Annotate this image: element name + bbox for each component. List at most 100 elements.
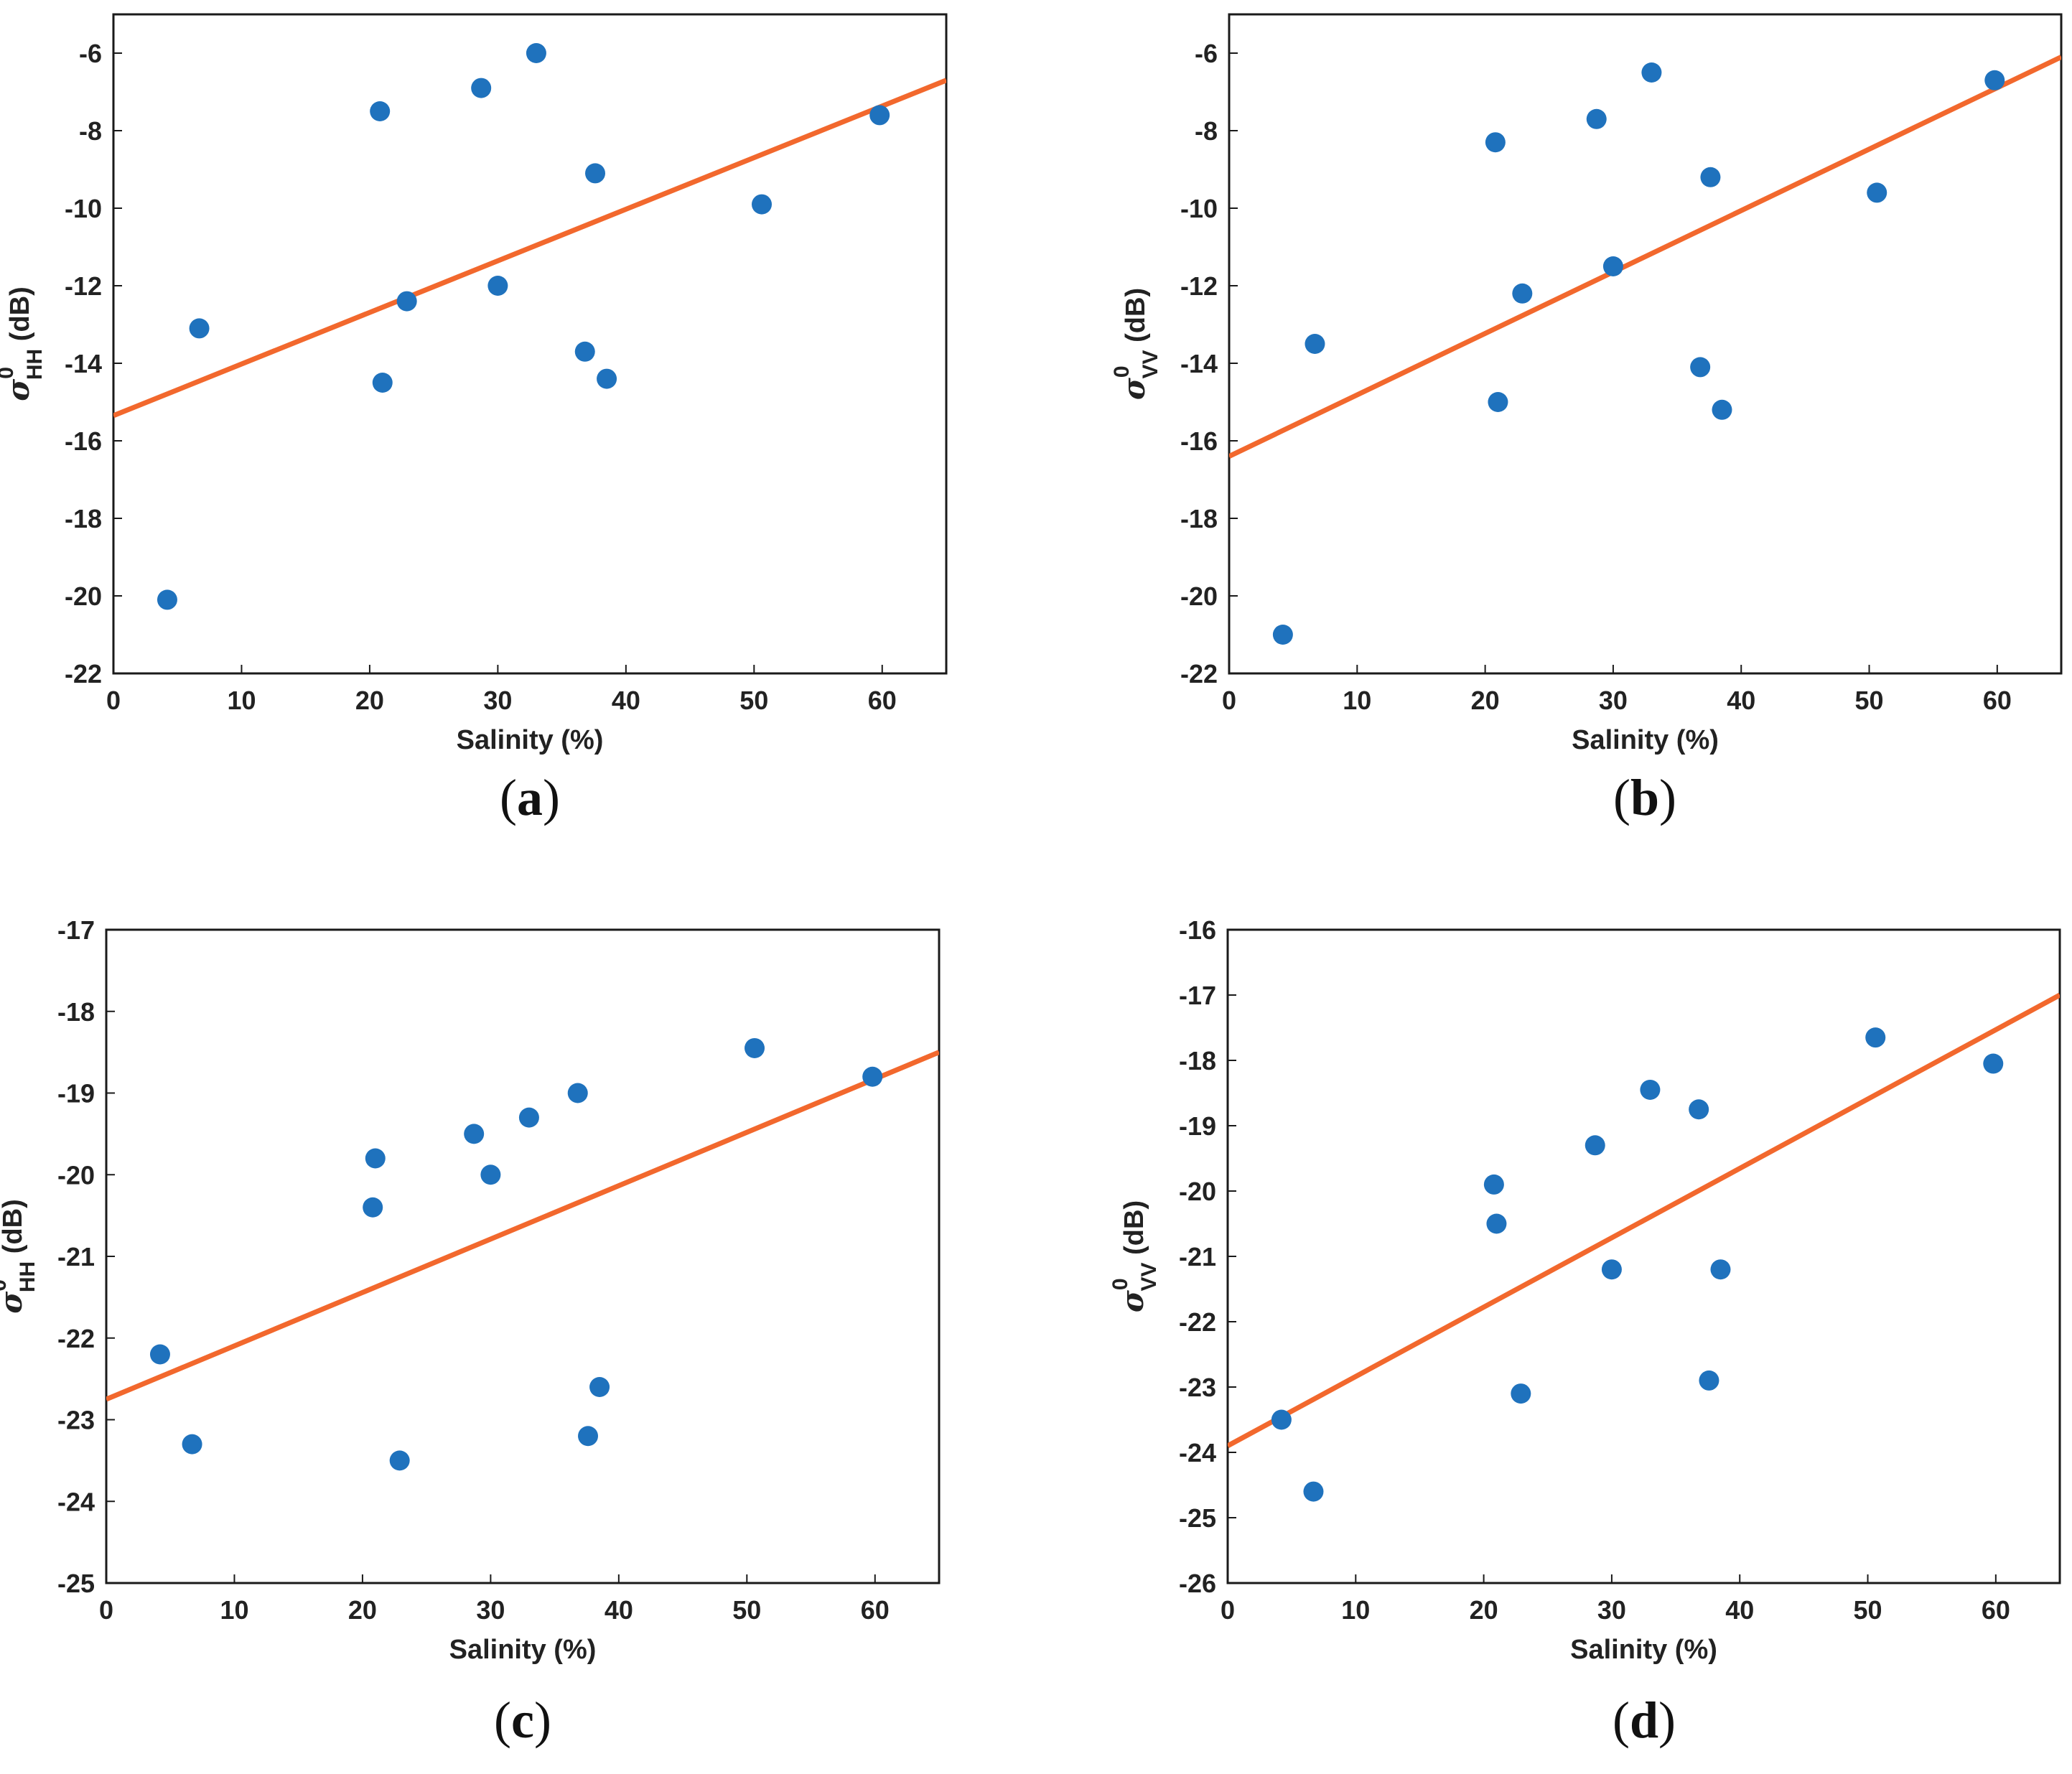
data-point [1488,392,1508,412]
y-tick-label: -24 [1179,1438,1216,1467]
y-tick-label: -25 [1179,1503,1216,1533]
x-tick-label: 10 [220,1595,248,1625]
panel-d: 0 10 20 30 40 50 60 -26 -25 -24 -23 -22 -21 -20 -19 -18… [1109,915,2061,1749]
y-tick-label: -20 [1180,582,1218,611]
data-point [567,1083,588,1103]
data-point [1602,256,1623,276]
data-point [189,318,210,339]
data-point [518,1107,539,1128]
y-tick-label: -14 [65,349,102,378]
x-tick-label: 60 [861,1595,890,1625]
x-tick-label: 30 [476,1595,505,1625]
data-point [464,1124,485,1144]
x-tick-label: 20 [1471,686,1500,715]
panel-label: (c) [494,1691,551,1749]
y-tick-label: -12 [1180,271,1218,301]
y-tick-label: -16 [1179,915,1216,945]
x-tick-label: 20 [348,1595,377,1625]
y-tick-label: -20 [1179,1177,1216,1206]
x-axis-label: Salinity (%) [1572,725,1719,755]
x-tick-label: 0 [1221,1595,1235,1625]
panel-letter: c [511,1691,534,1749]
y-tick-label: -21 [1179,1242,1216,1271]
data-point [1712,399,1732,420]
y-label-unit: (dB) [5,286,35,349]
y-tick-label: -12 [65,271,102,301]
y-tick-label: -6 [1195,39,1218,68]
plot-frame [1228,13,2063,675]
panel-letter: a [517,769,543,826]
y-label-subscript: HH [16,1261,39,1292]
y-label-unit: (dB) [1121,288,1151,350]
x-tick-label: 50 [732,1595,761,1625]
y-tick-label: -21 [57,1242,95,1271]
data-point [149,1344,170,1365]
x-tick-label: 10 [1341,1595,1370,1625]
data-point [745,1037,765,1058]
data-point [1984,70,2005,90]
data-point [589,1377,610,1397]
y-tick-label: -18 [65,504,102,533]
data-point [1865,1027,1886,1048]
data-point [1586,108,1607,129]
y-axis-label: σ0 VV (dB) [1109,1200,1161,1312]
data-point [372,373,393,393]
y-tick-label: -26 [1179,1569,1216,1598]
data-point [752,194,773,215]
y-tick-label: -18 [57,997,95,1027]
y-tick-label: -20 [65,582,102,611]
data-point [1303,1481,1324,1502]
x-tick-label: 30 [1599,686,1628,715]
x-tick-label: 50 [739,686,768,715]
data-point [487,276,508,296]
y-label-sigma: σ [1,379,36,401]
y-tick-label: -19 [57,1079,95,1108]
data-point [396,291,417,312]
data-point [1641,62,1662,83]
y-label-subscript: VV [1139,350,1162,378]
y-tick-label: -10 [65,194,102,223]
data-point [1271,1409,1292,1430]
y-label-superscript: 0 [0,367,18,379]
y-tick-label: -14 [1180,349,1218,378]
y-tick-label: -17 [1179,981,1216,1010]
data-point [1272,625,1293,645]
x-tick-label: 40 [605,1595,633,1625]
panel-label: (b) [1613,769,1676,826]
data-point [157,589,177,610]
data-point [1485,132,1506,153]
x-tick-label: 30 [1597,1595,1626,1625]
y-label-superscript: 0 [0,1279,11,1292]
data-point [370,101,391,121]
x-tick-label: 10 [1343,686,1371,715]
data-point [1483,1174,1504,1195]
fit-line [1229,55,2061,459]
data-point [597,368,617,389]
data-point [1699,1370,1719,1391]
y-tick-label: -18 [1180,504,1218,533]
data-point [526,43,546,63]
y-tick-label: -8 [79,116,102,146]
x-axis-label: Salinity (%) [449,1635,597,1665]
x-tick-label: 40 [612,686,640,715]
y-axis-label: σ0 HH (dB) [0,286,47,401]
panel-letter: b [1630,769,1659,826]
data-point [862,1066,883,1087]
y-tick-label: -24 [57,1487,95,1516]
y-label-subscript: VV [1137,1262,1161,1291]
x-tick-label: 0 [99,1595,113,1625]
y-tick-label: -16 [65,426,102,456]
data-point [1710,1259,1731,1280]
y-tick-label: -23 [57,1406,95,1435]
x-tick-label: 30 [483,686,512,715]
fit-line [106,1050,939,1402]
y-tick-label: -25 [57,1569,95,1598]
plot-frame [112,13,948,675]
y-label-sigma: σ [1115,1290,1150,1312]
plot-frame [105,928,941,1584]
y-tick-label: -10 [1180,194,1218,223]
panel-letter: d [1630,1691,1658,1749]
y-label-subscript: HH [23,349,47,380]
y-label-sigma: σ [1116,378,1152,400]
